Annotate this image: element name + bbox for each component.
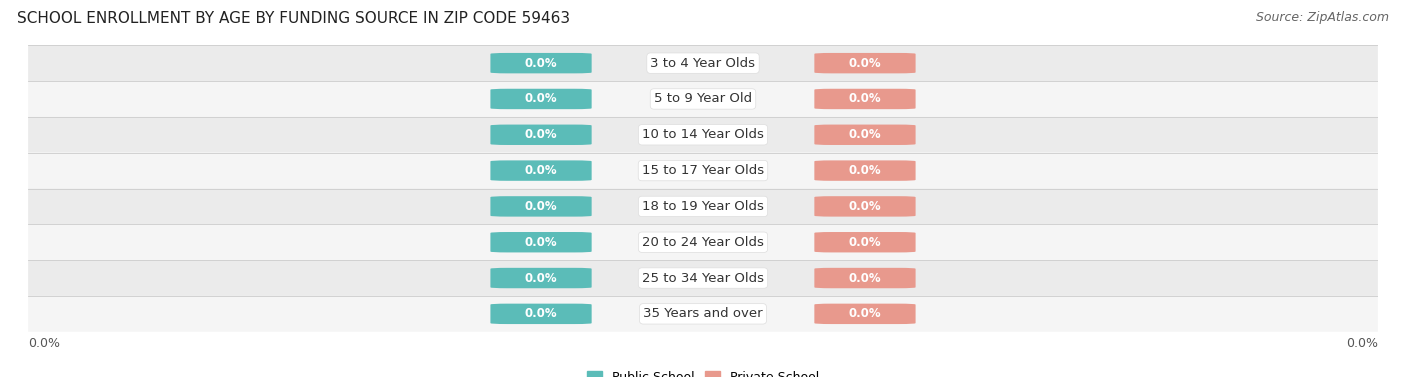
Text: 0.0%: 0.0% [524, 164, 557, 177]
FancyBboxPatch shape [28, 188, 1378, 224]
Text: 0.0%: 0.0% [524, 236, 557, 249]
FancyBboxPatch shape [814, 196, 915, 217]
Text: 0.0%: 0.0% [849, 307, 882, 320]
Text: 25 to 34 Year Olds: 25 to 34 Year Olds [643, 271, 763, 285]
FancyBboxPatch shape [814, 89, 915, 109]
FancyBboxPatch shape [814, 160, 915, 181]
Text: 10 to 14 Year Olds: 10 to 14 Year Olds [643, 128, 763, 141]
FancyBboxPatch shape [491, 268, 592, 288]
Text: 20 to 24 Year Olds: 20 to 24 Year Olds [643, 236, 763, 249]
Text: 18 to 19 Year Olds: 18 to 19 Year Olds [643, 200, 763, 213]
FancyBboxPatch shape [491, 303, 592, 324]
FancyBboxPatch shape [28, 260, 1378, 296]
Text: 0.0%: 0.0% [1346, 337, 1378, 350]
Text: 15 to 17 Year Olds: 15 to 17 Year Olds [643, 164, 763, 177]
FancyBboxPatch shape [28, 81, 1378, 117]
FancyBboxPatch shape [491, 232, 592, 253]
Text: SCHOOL ENROLLMENT BY AGE BY FUNDING SOURCE IN ZIP CODE 59463: SCHOOL ENROLLMENT BY AGE BY FUNDING SOUR… [17, 11, 569, 26]
Text: 0.0%: 0.0% [524, 92, 557, 106]
FancyBboxPatch shape [28, 117, 1378, 153]
FancyBboxPatch shape [814, 232, 915, 253]
Text: 35 Years and over: 35 Years and over [643, 307, 763, 320]
FancyBboxPatch shape [814, 124, 915, 145]
FancyBboxPatch shape [491, 89, 592, 109]
Text: 0.0%: 0.0% [849, 271, 882, 285]
Text: 3 to 4 Year Olds: 3 to 4 Year Olds [651, 57, 755, 70]
FancyBboxPatch shape [28, 224, 1378, 260]
Text: Source: ZipAtlas.com: Source: ZipAtlas.com [1256, 11, 1389, 24]
FancyBboxPatch shape [491, 160, 592, 181]
Text: 0.0%: 0.0% [524, 200, 557, 213]
FancyBboxPatch shape [814, 268, 915, 288]
Text: 0.0%: 0.0% [849, 164, 882, 177]
Text: 5 to 9 Year Old: 5 to 9 Year Old [654, 92, 752, 106]
Text: 0.0%: 0.0% [524, 271, 557, 285]
Text: 0.0%: 0.0% [28, 337, 60, 350]
FancyBboxPatch shape [814, 53, 915, 74]
Legend: Public School, Private School: Public School, Private School [582, 366, 824, 377]
FancyBboxPatch shape [28, 45, 1378, 81]
Text: 0.0%: 0.0% [849, 57, 882, 70]
Text: 0.0%: 0.0% [849, 92, 882, 106]
FancyBboxPatch shape [28, 296, 1378, 332]
FancyBboxPatch shape [814, 303, 915, 324]
Text: 0.0%: 0.0% [849, 200, 882, 213]
Text: 0.0%: 0.0% [524, 307, 557, 320]
FancyBboxPatch shape [491, 124, 592, 145]
Text: 0.0%: 0.0% [524, 57, 557, 70]
Text: 0.0%: 0.0% [849, 236, 882, 249]
FancyBboxPatch shape [28, 153, 1378, 188]
FancyBboxPatch shape [491, 53, 592, 74]
Text: 0.0%: 0.0% [849, 128, 882, 141]
FancyBboxPatch shape [491, 196, 592, 217]
Text: 0.0%: 0.0% [524, 128, 557, 141]
